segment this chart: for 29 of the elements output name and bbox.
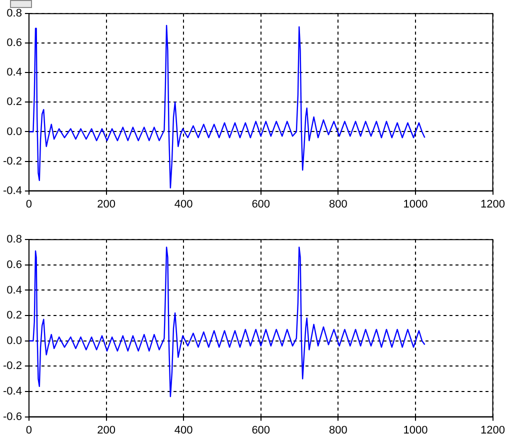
x-tick-label: 1200 [480, 424, 506, 436]
x-tick-label: 0 [26, 198, 32, 210]
y-tick-label: 0.0 [6, 334, 22, 347]
y-tick-label: -0.4 [2, 184, 22, 197]
y-tick-label: 0.2 [6, 310, 22, 322]
y-tick-label: -0.2 [2, 360, 22, 372]
x-tick-label: 1000 [403, 198, 428, 210]
x-tick-label: 0 [26, 424, 32, 436]
y-tick-label: -0.4 [2, 386, 22, 398]
y-tick-label: -0.2 [2, 155, 22, 168]
y-tick-label: 0.0 [6, 126, 22, 138]
x-tick-label: 400 [174, 198, 193, 210]
x-tick-label: 200 [97, 198, 116, 210]
y-tick-label: -0.6 [2, 410, 22, 423]
x-tick-label: 800 [328, 198, 348, 210]
y-tick-label: 0.8 [6, 8, 22, 20]
x-tick-label: 400 [174, 424, 193, 436]
y-tick-label: 0.4 [6, 284, 22, 296]
y-tick-label: 0.8 [6, 234, 22, 246]
y-tick-label: 0.4 [6, 66, 22, 79]
x-tick-label: 600 [252, 198, 270, 210]
x-tick-label: 600 [252, 424, 270, 436]
x-tick-label: 800 [328, 424, 348, 436]
x-tick-label: 1000 [403, 424, 428, 436]
y-tick-label: 0.2 [6, 96, 22, 108]
y-tick-label: 0.6 [6, 258, 22, 271]
x-tick-label: 1200 [480, 198, 506, 210]
y-tick-label: 0.6 [6, 37, 22, 50]
x-tick-label: 200 [97, 424, 116, 436]
